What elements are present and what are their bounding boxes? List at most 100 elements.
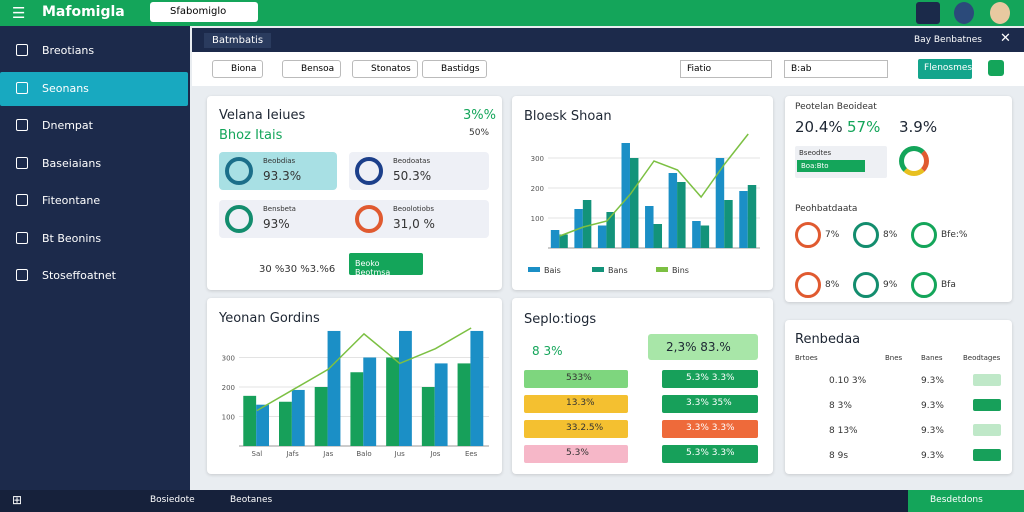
icon: [795, 222, 821, 248]
panel: Seplo:tiogs 8 3% 2,3% 83.% 533% 13.3% 33.2.5%…: [512, 298, 773, 474]
avatar[interactable]: [954, 2, 974, 24]
icon: [911, 272, 937, 298]
cell: 8 3%: [829, 401, 852, 411]
nav-item[interactable]: Dnempat: [42, 119, 93, 132]
status-chip: [973, 374, 1001, 386]
close-icon[interactable]: ✕: [1000, 31, 1011, 46]
y-tick-label: 100: [222, 414, 235, 422]
select[interactable]: Fiatio: [680, 60, 772, 78]
row-right: 3.3% 3.3%: [662, 420, 758, 438]
bar: [279, 401, 292, 446]
donut: [899, 146, 929, 176]
subtitle: Peohbatdaata: [795, 204, 858, 214]
x-tick-label: Jafs: [285, 450, 299, 458]
bar: [692, 221, 701, 248]
cell: 8 9s: [829, 451, 849, 461]
bar: [747, 185, 757, 248]
bar: [363, 357, 377, 446]
bar: [291, 389, 305, 446]
filter-pill[interactable]: Stonatos: [352, 60, 418, 78]
bar: [256, 404, 269, 446]
status-chip: [973, 449, 1001, 461]
status-button[interactable]: Besdetdons: [908, 490, 1024, 512]
icon: [911, 222, 937, 248]
legend-swatch: [528, 267, 540, 272]
chart: Bloesk Shoan 100 200 300 Bais Bans Bins: [524, 109, 760, 275]
card-label: Beobdias: [263, 157, 296, 165]
column-header: Banes: [921, 354, 943, 362]
y-tick-label: 300: [222, 355, 235, 363]
status-chip: [973, 399, 1001, 411]
bar: [327, 330, 341, 446]
panel-title: Renbedaa: [795, 332, 861, 347]
x-tick-label: Ees: [465, 450, 478, 458]
search-box[interactable]: Sfabomiglo: [150, 2, 258, 22]
x-tick-label: Jos: [429, 450, 440, 458]
row-right: 5.3% 3.3%: [662, 370, 758, 388]
bar: [243, 395, 257, 446]
bar: [457, 363, 471, 446]
icon-value: Bfa: [941, 280, 956, 290]
bar: [668, 173, 678, 248]
nav-item[interactable]: Baseiaians: [42, 156, 102, 170]
bar: [715, 158, 725, 248]
legend-swatch: [592, 267, 604, 272]
panel: Velana Ieiues 3%% Bhoz Itais 50% Beobdias 93.…: [207, 96, 502, 290]
bar: [645, 206, 654, 248]
panel: Yeonan Gordins 100 200 300 Sal Jafs Jas Balo Jus…: [207, 298, 502, 474]
y-tick-label: 300: [531, 155, 544, 163]
x-tick-label: Jus: [394, 450, 406, 458]
button[interactable]: Flenosmes: [918, 59, 972, 79]
card-value: 31,0 %: [393, 217, 435, 231]
progress-label: Bseodtes: [799, 149, 832, 157]
active-highlight[interactable]: [0, 71, 188, 106]
bar: [582, 200, 592, 248]
filter-pill[interactable]: Bastidgs: [422, 60, 487, 78]
tab-bar: Batmbatis Bay Benbatnes ✕: [192, 28, 1024, 52]
cell: 0.10 3%: [829, 376, 867, 386]
nav-icon: [16, 119, 28, 131]
icon-value: 8%: [883, 230, 898, 240]
x-tick-label: Sal: [252, 450, 263, 458]
progress-bar: Boa:Bto: [797, 160, 865, 172]
bar: [621, 143, 630, 248]
nav-item[interactable]: Stoseffoatnet: [42, 269, 116, 282]
card-value: 93.3%: [263, 169, 302, 183]
row-left: 533%: [524, 370, 628, 388]
icon-value: 9%: [883, 280, 898, 290]
taskbar-app[interactable]: Beotanes: [230, 495, 273, 505]
panel-title: Velana Ieiues: [219, 108, 306, 123]
taskbar-app[interactable]: Bosiedote: [150, 495, 195, 505]
notification-icon[interactable]: [916, 2, 940, 24]
stat: 3.9%: [899, 118, 938, 136]
y-tick-label: 200: [222, 384, 235, 392]
select[interactable]: B:ab: [784, 60, 888, 78]
avatar[interactable]: [990, 2, 1010, 24]
cell: 9.3%: [921, 376, 944, 386]
bar: [700, 225, 710, 248]
legend-label: Bans: [608, 266, 628, 275]
nav-icon: [16, 231, 28, 244]
subtitle: Bhoz Itais: [219, 128, 283, 143]
check-button[interactable]: [988, 60, 1004, 76]
stat: 20.4%: [795, 118, 843, 136]
nav-item[interactable]: Bt Beonins: [42, 231, 102, 245]
bar: [653, 224, 663, 248]
trend-line: [256, 327, 472, 412]
filter-pill[interactable]: Bensoa: [282, 60, 342, 78]
taskbar: ⊞ Besdetdons Bosiedote Beotanes: [0, 490, 1024, 512]
cell: 9.3%: [921, 451, 944, 461]
nav-item[interactable]: Seonans: [42, 81, 89, 95]
nav-item[interactable]: Breotians: [42, 44, 95, 57]
panel: Bloesk Shoan 100 200 300 Bais Bans Bins: [512, 96, 773, 290]
filter-pill[interactable]: Biona: [212, 60, 264, 78]
icon: [795, 272, 821, 298]
menu-icon[interactable]: ☰: [12, 4, 26, 22]
start-icon[interactable]: ⊞: [12, 493, 23, 507]
tab[interactable]: Batmbatis: [204, 33, 272, 48]
stat: 57%: [847, 118, 881, 136]
nav-item[interactable]: Fiteontane: [42, 194, 101, 207]
button[interactable]: Beoko Beotmsa: [349, 253, 423, 277]
bar: [724, 200, 733, 248]
y-tick-label: 100: [531, 215, 544, 223]
